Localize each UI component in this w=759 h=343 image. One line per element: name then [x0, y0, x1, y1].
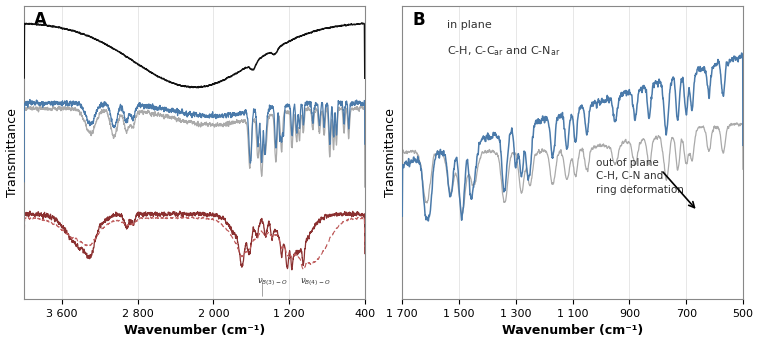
Text: A: A [34, 11, 47, 29]
Y-axis label: Transmittance: Transmittance [5, 108, 18, 197]
Text: $\nu_{B(4)-O}$: $\nu_{B(4)-O}$ [301, 276, 331, 287]
Text: $\nu_{B(3)-O}$: $\nu_{B(3)-O}$ [257, 276, 288, 287]
Text: out of plane
C-H, C-N and
ring deformation: out of plane C-H, C-N and ring deformati… [597, 158, 685, 194]
X-axis label: Wavenumber (cm⁻¹): Wavenumber (cm⁻¹) [502, 324, 643, 338]
X-axis label: Wavenumber (cm⁻¹): Wavenumber (cm⁻¹) [124, 324, 265, 338]
Text: C-H, C-C$_{\mathregular{ar}}$ and C-N$_{\mathregular{ar}}$: C-H, C-C$_{\mathregular{ar}}$ and C-N$_{… [446, 44, 560, 58]
Text: in plane: in plane [446, 20, 491, 30]
Text: B: B [412, 11, 425, 29]
Y-axis label: Transmittance: Transmittance [384, 108, 397, 197]
